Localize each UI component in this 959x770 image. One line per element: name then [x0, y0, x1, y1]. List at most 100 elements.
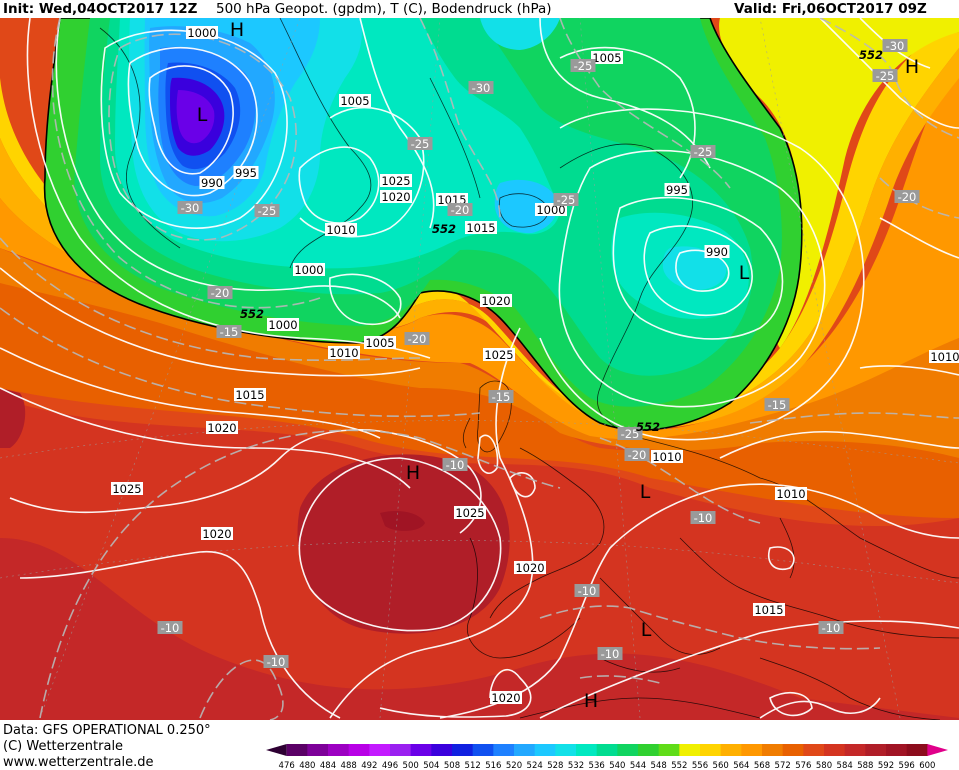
pressure-label-text: 1025 — [484, 348, 513, 362]
high-pressure-center: H — [905, 56, 919, 78]
color-swatch — [266, 744, 287, 756]
scale-tick-label: 588 — [857, 761, 873, 770]
scale-tick-label: 500 — [403, 761, 419, 770]
scale-tick-label: 560 — [713, 761, 729, 770]
scale-tick-label: 476 — [279, 761, 295, 770]
pressure-label-text: 1010 — [329, 346, 358, 360]
color-swatch — [720, 744, 742, 756]
color-swatch — [286, 744, 308, 756]
temperature-label: -10 — [818, 621, 844, 635]
temperature-label-text: -20 — [211, 286, 230, 300]
geopotential-label-text: 552 — [240, 307, 264, 321]
pressure-label: 1025 — [111, 482, 143, 496]
scale-tick-label: 580 — [816, 761, 832, 770]
pressure-label: 995 — [664, 183, 690, 197]
geopotential-label: 552 — [432, 222, 456, 236]
scale-tick-label: 504 — [423, 761, 439, 770]
temperature-label: -10 — [690, 511, 716, 525]
color-swatch — [410, 744, 432, 756]
pressure-label-text: 1005 — [365, 336, 394, 350]
pressure-label-text: 1020 — [207, 421, 236, 435]
pressure-label-text: 1010 — [776, 487, 805, 501]
pressure-label-text: 995 — [235, 166, 257, 180]
pressure-label: 990 — [199, 176, 225, 190]
temperature-label: -10 — [442, 458, 468, 472]
scale-tick-label: 528 — [547, 761, 563, 770]
temperature-label: -30 — [882, 39, 908, 53]
scale-tick-label: 540 — [609, 761, 625, 770]
pressure-label-text: 995 — [666, 183, 688, 197]
pressure-label: 1010 — [651, 450, 683, 464]
temperature-label: -20 — [404, 332, 430, 346]
scale-tick-label: 556 — [692, 761, 708, 770]
scale-tick-label: 564 — [733, 761, 749, 770]
pressure-label: 1015 — [753, 603, 785, 617]
pressure-label: 1000 — [186, 26, 218, 40]
high-pressure-center: H — [230, 19, 244, 41]
temperature-label: -30 — [468, 81, 494, 95]
color-swatch — [803, 744, 825, 756]
color-swatch — [328, 744, 350, 756]
scale-tick-label: 572 — [775, 761, 791, 770]
geopotential-label-text: 552 — [636, 420, 660, 434]
geopotential-fill-564 — [0, 58, 959, 440]
temperature-label: -15 — [488, 390, 514, 404]
temperature-label: -10 — [574, 584, 600, 598]
color-swatch — [865, 744, 887, 756]
isotherms — [0, 18, 959, 720]
pressure-label: 1020 — [514, 561, 546, 575]
geopotential-fill-high-inner — [380, 511, 425, 531]
graticule — [0, 18, 959, 719]
temperature-label: -15 — [216, 325, 242, 339]
color-swatch — [369, 744, 391, 756]
temperature-label-text: -10 — [694, 511, 713, 525]
pressure-label-text: 1015 — [754, 603, 783, 617]
isobars — [0, 18, 959, 719]
scale-tick-label: 492 — [361, 761, 377, 770]
scale-tick-label: 568 — [754, 761, 770, 770]
color-swatch — [886, 744, 908, 756]
color-swatch — [762, 744, 784, 756]
temperature-label-text: -25 — [258, 204, 277, 218]
geopotential-fill-588 — [0, 538, 959, 720]
pressure-label: 1020 — [490, 691, 522, 705]
geopotential-fill-528-iceland — [494, 179, 558, 234]
geopotential-label: 552 — [859, 48, 883, 62]
color-swatch — [596, 744, 618, 756]
scale-tick-label: 576 — [795, 761, 811, 770]
pressure-label: 1020 — [206, 421, 238, 435]
valid-time: Valid: Fri,06OCT2017 09Z — [734, 1, 927, 17]
scale-tick-label: 512 — [465, 761, 481, 770]
scale-tick-label: 584 — [837, 761, 853, 770]
color-swatch — [658, 744, 680, 756]
pressure-label: 1005 — [364, 336, 396, 350]
pressure-label: 1010 — [328, 346, 360, 360]
scale-tick-label: 520 — [506, 761, 522, 770]
scale-tick-label: 508 — [444, 761, 460, 770]
temperature-label-text: -25 — [621, 427, 640, 441]
temperature-label: -25 — [570, 59, 596, 73]
scale-tick-label: 592 — [878, 761, 894, 770]
temperature-label-text: -10 — [161, 621, 180, 635]
temperature-label: -25 — [872, 69, 898, 83]
temperature-label-text: -30 — [472, 81, 491, 95]
scale-tick-label: 600 — [919, 761, 935, 770]
temperature-label-text: -15 — [768, 398, 787, 412]
color-swatch — [679, 744, 701, 756]
pressure-label-text: 1020 — [381, 190, 410, 204]
pressure-label-text: 1010 — [326, 223, 355, 237]
pressure-label-text: 990 — [706, 245, 728, 259]
pressure-label-text: 1000 — [268, 318, 297, 332]
low-pressure-center: L — [640, 481, 651, 503]
color-swatch — [452, 744, 474, 756]
temperature-labels: -30 -25 -25 -30 -20 -20 -15 -20 -15 -10 -25 -25 -25 -… — [157, 39, 920, 669]
high-pressure-center: H — [584, 690, 598, 712]
color-scale: 476 480 484 488 492 496 500 504 508 512 516 520 524 5… — [266, 744, 948, 770]
temperature-label: -20 — [207, 286, 233, 300]
geopotential-fill-west-core — [0, 388, 26, 448]
color-swatch — [638, 744, 660, 756]
color-swatch — [431, 744, 453, 756]
geopotential-fill-high-core — [297, 454, 510, 634]
geopotential-fill-572 — [0, 248, 959, 458]
pressure-label-text: 1000 — [536, 203, 565, 217]
